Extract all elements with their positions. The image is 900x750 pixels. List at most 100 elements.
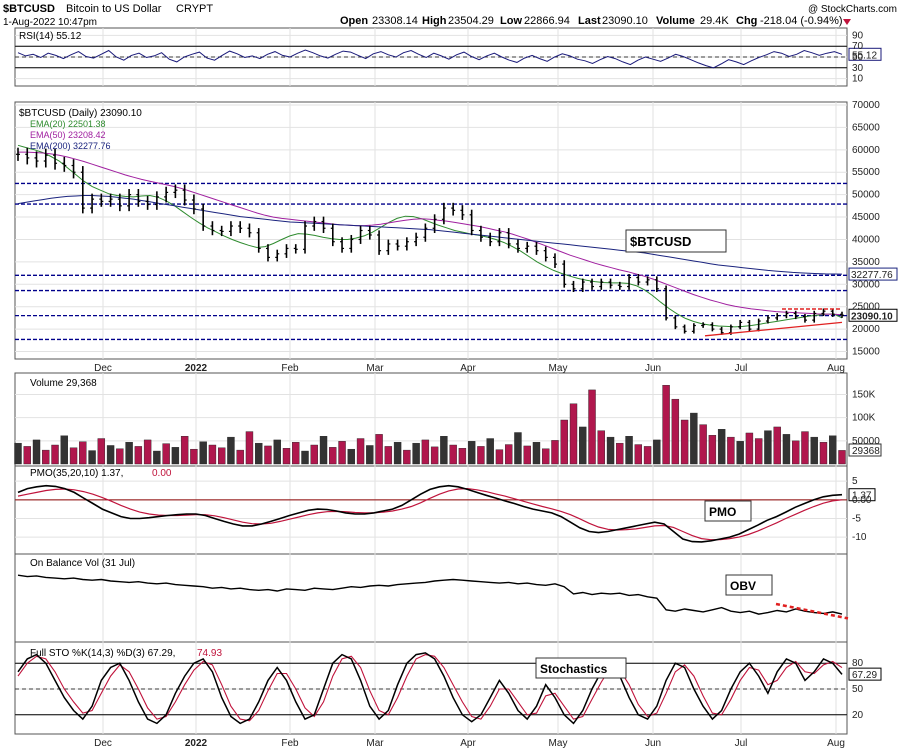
volume-bar <box>412 442 420 465</box>
x-tick-label: Aug <box>827 363 845 374</box>
x-tick-label: Aug <box>827 738 845 749</box>
volume-bar <box>542 448 550 465</box>
price-plot: 32277.76 23090.10 <box>15 144 898 341</box>
obv-plot <box>17 574 849 620</box>
volume-bar <box>653 439 661 465</box>
volume-bar <box>717 429 726 465</box>
x-tick-label: Jun <box>645 363 661 374</box>
volume-bar <box>255 442 263 465</box>
volume-bar <box>88 450 96 465</box>
x-tick-label: Mar <box>366 363 384 374</box>
volume-bar <box>116 448 124 465</box>
price-tick-label: 40000 <box>852 234 880 245</box>
volume-bar <box>171 447 180 465</box>
volume-bar <box>625 436 633 465</box>
down-arrow-icon <box>843 19 851 25</box>
price-tick-label: 30000 <box>852 279 880 290</box>
pmo-plot: 1.37 <box>15 484 876 543</box>
sto-last-box <box>848 667 882 681</box>
volume-bar <box>14 442 22 465</box>
sto-last-label: 67.29 <box>852 670 877 681</box>
x-tick-label: Dec <box>94 738 112 749</box>
svg-text:PMO: PMO <box>709 505 736 519</box>
x-tick-label: Jul <box>735 738 748 749</box>
price-last-box <box>848 308 898 322</box>
watermark: @ StockCharts.com <box>808 4 897 15</box>
volume-bar <box>736 441 744 465</box>
volume-bar <box>153 450 161 465</box>
svg-text:$BTCUSD: $BTCUSD <box>630 234 691 249</box>
price-tick-label: 25000 <box>852 302 880 313</box>
volume-bar <box>301 450 309 465</box>
security-name: Bitcoin to US Dollar <box>66 3 162 15</box>
volume-bar <box>190 448 198 465</box>
volume-bar <box>329 447 337 465</box>
volume-bar <box>347 448 356 465</box>
volume-bar <box>754 438 763 465</box>
volume-bar <box>551 440 559 465</box>
obv-annotation: OBV <box>725 574 773 596</box>
open-value: 23308.14 <box>372 15 418 27</box>
price-tick-label: 35000 <box>852 257 880 268</box>
volume-bar <box>634 444 643 465</box>
volume-value: 29.4K <box>700 15 729 27</box>
volume-bar <box>393 442 402 465</box>
volume-label: Volume <box>656 15 695 27</box>
volume-bar <box>449 444 457 465</box>
price-tick-label: 60000 <box>852 145 880 156</box>
volume-bar <box>708 435 717 465</box>
axis-labels: Dec Dec 2022 2022 Feb Feb Mar Mar Apr Apr May May Ju… <box>94 30 880 749</box>
rsi-tick-label: 30 <box>852 63 864 74</box>
volume-bar <box>782 434 791 465</box>
obv-legend: On Balance Vol (31 Jul) <box>30 558 135 569</box>
obv-panel <box>14 553 848 643</box>
volume-bar <box>579 426 587 465</box>
rsi-tick-label: 70 <box>852 41 864 52</box>
volume-bar <box>421 439 430 465</box>
volume-bar <box>236 449 244 465</box>
svg-text:OBV: OBV <box>730 579 756 593</box>
price-tick-label: 45000 <box>852 212 880 223</box>
volume-bar <box>680 419 689 465</box>
sto-tick-label: 50 <box>852 684 864 695</box>
ema200-legend: EMA(200) 32277.76 <box>30 141 111 151</box>
rsi-legend: RSI(14) 55.12 <box>19 31 82 42</box>
volume-bar <box>458 448 467 465</box>
volume-bar <box>690 412 698 465</box>
last-value: 23090.10 <box>602 15 648 27</box>
volume-last-label: 29368 <box>852 446 880 457</box>
price-tick-label: 20000 <box>852 324 880 335</box>
volume-tick-label: 50000 <box>852 436 880 447</box>
x-tick-label: 2022 <box>185 738 208 749</box>
volume-bar <box>801 431 809 465</box>
sto-legend: Full STO %K(14,3) %D(3) 67.29, <box>30 648 175 659</box>
volume-bar <box>23 446 31 465</box>
obv-line <box>17 574 843 615</box>
volume-bar <box>310 444 318 465</box>
volume-bar <box>662 385 670 465</box>
sto-plot: 67.29 <box>15 652 882 725</box>
volume-bar <box>162 443 170 465</box>
volume-bar <box>745 432 754 465</box>
volume-last-box <box>848 443 882 457</box>
volume-bar <box>699 424 707 465</box>
volume-bar <box>514 432 522 465</box>
volume-bar <box>356 438 365 465</box>
price-legend: $BTCUSD (Daily) 23090.10 <box>19 108 142 119</box>
volume-bar <box>282 448 291 465</box>
ema20-legend: EMA(20) 22501.38 <box>30 119 106 129</box>
price-tick-label: 70000 <box>852 100 880 111</box>
pmo-line <box>17 484 843 543</box>
sto-tick-label: 80 <box>852 658 864 669</box>
volume-bar <box>125 442 133 465</box>
volume-bar <box>764 430 772 465</box>
volume-bar <box>134 446 143 465</box>
open-label: Open <box>340 15 368 27</box>
symbol-title: $BTCUSD <box>3 3 55 15</box>
volume-bar <box>69 447 78 465</box>
chg-label: Chg <box>736 15 757 27</box>
pmo-legend: PMO(35,20,10) 1.37, <box>30 468 123 479</box>
rsi-indicator: 55.12 <box>15 45 882 69</box>
volume-bar <box>32 439 41 465</box>
volume-bar <box>819 442 828 465</box>
